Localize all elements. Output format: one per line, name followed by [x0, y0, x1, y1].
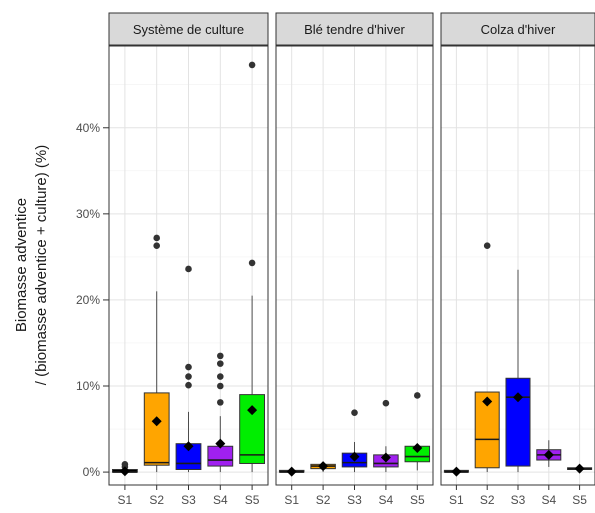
- facet-panel-2: Blé tendre d'hiver S1 S2 S3 S4 S5: [275, 12, 434, 507]
- box-s2: [143, 234, 170, 473]
- outlier-point: [185, 363, 192, 371]
- y-axis-title-line1: Biomasse adventice: [13, 198, 30, 332]
- x-tick-label: S5: [245, 493, 260, 507]
- y-tick-label: 40%: [76, 121, 100, 135]
- box-body: [143, 392, 170, 466]
- y-axis-title: Biomasse adventice / (biomasse adventice…: [13, 145, 50, 386]
- box-s1: [111, 461, 138, 477]
- x-tick-label: S5: [410, 493, 425, 507]
- x-tick-label: S2: [316, 493, 331, 507]
- box-s4: [373, 399, 399, 473]
- outlier-point: [185, 373, 192, 380]
- box-body: [207, 445, 234, 467]
- facet-strip: [275, 12, 434, 46]
- mean-marker: [183, 441, 194, 452]
- facet-strip-title: Colza d'hiver: [481, 22, 556, 37]
- outlier-point: [185, 265, 192, 273]
- mean-marker: [151, 416, 162, 427]
- mean-marker: [543, 449, 554, 460]
- box-s1: [278, 466, 305, 477]
- box-s5: [239, 61, 266, 473]
- panels: 0% 10% 20% 30% 40% Système de culture S1 S2 S3 S4…: [76, 12, 595, 507]
- outlier-point: [351, 409, 358, 416]
- outlier-point: [185, 381, 192, 389]
- facet-strip: [108, 12, 269, 46]
- x-tick-label: S4: [213, 493, 228, 507]
- mean-marker: [412, 442, 423, 453]
- outlier-point: [248, 61, 256, 69]
- outlier-point: [121, 461, 129, 468]
- x-tick-label: S3: [511, 493, 526, 507]
- box-s4: [536, 440, 562, 467]
- box-s5: [404, 392, 431, 471]
- facet-strip-title: Blé tendre d'hiver: [304, 22, 405, 37]
- x-tick-label: S1: [118, 493, 133, 507]
- mean-marker: [318, 461, 329, 472]
- y-tick-label: 10%: [76, 379, 100, 393]
- facet-panel-1: Système de culture S1 S2 S3 S4 S5: [108, 12, 269, 507]
- outlier-point: [217, 352, 224, 360]
- box-s3: [175, 265, 202, 473]
- box-body: [239, 394, 266, 464]
- outlier-point: [414, 392, 421, 399]
- x-tick-label: S3: [347, 493, 362, 507]
- outlier-point: [382, 399, 390, 407]
- x-tick-label: S4: [541, 493, 556, 507]
- y-tick-label: 0%: [83, 465, 101, 479]
- y-axis-title-line2: / (biomasse adventice + culture) (%): [33, 145, 50, 386]
- x-tick-label: S3: [181, 493, 196, 507]
- mean-marker: [451, 466, 462, 477]
- y-tick-label: 20%: [76, 293, 100, 307]
- mean-marker: [513, 392, 523, 403]
- facet-strip-title: Système de culture: [133, 22, 244, 37]
- y-tick-label: 30%: [76, 207, 100, 221]
- outlier-point: [483, 242, 491, 250]
- mean-marker: [215, 438, 226, 449]
- x-tick-label: S2: [149, 493, 164, 507]
- outlier-point: [153, 242, 160, 250]
- box-s4: [207, 352, 234, 473]
- box-s2: [310, 461, 336, 473]
- outlier-point: [217, 360, 224, 367]
- facet-panel-3: Colza d'hiver S1 S2 S3 S4 S5: [440, 12, 595, 507]
- x-tick-label: S2: [480, 493, 495, 507]
- outlier-point: [248, 259, 256, 267]
- mean-marker: [482, 396, 493, 407]
- box-s2: [474, 242, 500, 473]
- box-s3: [505, 269, 531, 473]
- mean-marker: [574, 463, 585, 474]
- box-s3: [341, 409, 368, 473]
- mean-marker: [380, 452, 391, 463]
- box-body: [505, 377, 531, 467]
- box-s1: [443, 466, 469, 477]
- x-tick-label: S1: [449, 493, 464, 507]
- mean-marker: [247, 405, 258, 416]
- outlier-point: [217, 399, 224, 406]
- x-tick-label: S4: [379, 493, 394, 507]
- mean-marker: [286, 466, 297, 477]
- outlier-point: [153, 234, 160, 242]
- x-tick-label: S5: [572, 493, 587, 507]
- box-s5: [567, 463, 593, 474]
- facet-strip: [440, 12, 595, 46]
- mean-marker: [349, 451, 360, 462]
- outlier-point: [217, 373, 224, 380]
- outlier-point: [217, 382, 224, 390]
- x-tick-label: S1: [284, 493, 299, 507]
- mean-marker: [119, 466, 130, 477]
